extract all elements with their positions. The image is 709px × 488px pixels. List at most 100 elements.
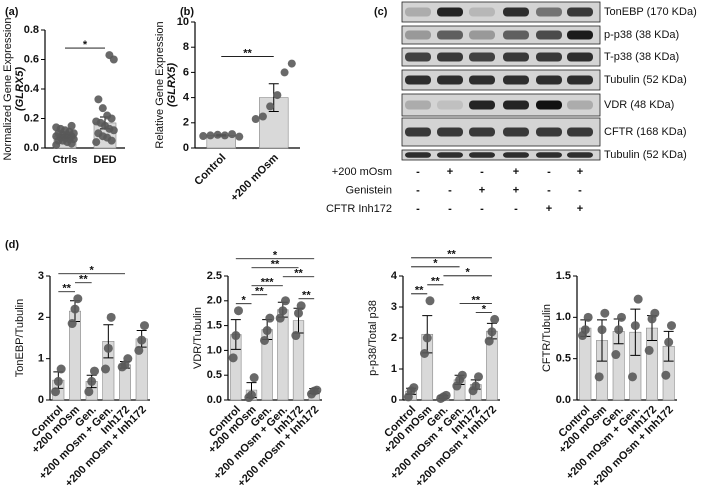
data-point <box>664 337 674 347</box>
treatment-sign: + <box>513 166 519 178</box>
treatment-sign: - <box>416 184 420 196</box>
y-tick-label: 2.5 <box>207 270 222 282</box>
data-point <box>213 130 222 139</box>
x-tick-label: DED <box>93 154 116 166</box>
x-tick-label: +200 mOsm <box>229 152 282 205</box>
significance-label: ** <box>79 274 88 286</box>
data-point <box>661 370 671 380</box>
y-tick-label: 0.5 <box>207 369 222 381</box>
blot-band <box>469 127 495 137</box>
blot-band <box>567 75 593 85</box>
y-tick-label: 0 <box>38 394 44 406</box>
data-point <box>140 321 149 331</box>
significance-label: ** <box>271 259 280 271</box>
y-tick-label: 1.0 <box>207 344 222 356</box>
data-point <box>291 331 301 341</box>
data-point <box>473 372 483 382</box>
blot-band <box>567 127 593 137</box>
significance-label: * <box>83 39 88 51</box>
blot-band <box>567 152 593 158</box>
protein-label: T-p38 (38 KDa) <box>604 51 679 63</box>
data-point <box>630 321 640 331</box>
significance-label: * <box>433 258 438 270</box>
data-point <box>580 325 590 335</box>
data-point <box>611 350 621 360</box>
blot-band <box>405 7 431 17</box>
treatment-sign: + <box>546 203 552 215</box>
data-point <box>233 306 243 316</box>
data-point <box>101 364 110 374</box>
y-axis-label: Relative Gene Expression <box>154 21 166 148</box>
blot-band <box>405 30 431 40</box>
protein-label: p-p38 (38 KDa) <box>604 29 679 41</box>
data-point <box>312 385 322 395</box>
data-point <box>220 131 229 140</box>
y-tick-label: 2.0 <box>207 295 222 307</box>
blot-band <box>469 30 495 40</box>
y-axis-label-gene: (GLRX5) <box>14 67 26 111</box>
blot-band <box>536 75 562 85</box>
data-point <box>487 327 497 337</box>
blot-band <box>503 100 529 110</box>
data-point <box>228 353 238 363</box>
y-tick-label: 0.8 <box>24 24 39 36</box>
y-tick-label: 0.0 <box>556 394 571 406</box>
blot-band <box>503 7 529 17</box>
y-axis-label: TonEBP/Tubulin <box>14 299 26 377</box>
y-axis-label: Normalized Gene Expression <box>2 17 14 160</box>
data-point <box>56 364 66 374</box>
data-point <box>409 383 419 393</box>
y-tick-label: 0 <box>183 142 189 154</box>
data-point <box>490 314 500 324</box>
data-point <box>206 131 215 140</box>
y-tick-label: 1.5 <box>207 320 222 332</box>
data-point <box>420 349 430 358</box>
treatment-sign: - <box>416 203 420 215</box>
data-point <box>137 335 147 345</box>
significance-label: *** <box>261 277 275 289</box>
data-point <box>134 345 144 355</box>
y-tick-label: 8 <box>183 41 189 53</box>
significance-label: ** <box>302 290 311 302</box>
data-point <box>235 132 244 141</box>
blot-strip <box>401 93 601 117</box>
blot-band <box>405 127 431 137</box>
panel-label: (d) <box>5 239 19 251</box>
treatment-sign: + <box>513 184 519 196</box>
data-point <box>633 294 643 304</box>
data-point <box>258 112 267 121</box>
data-point <box>98 104 107 113</box>
blot-band <box>567 100 593 110</box>
chart-panel: (a) 0.0 0.2 0.4 0.6 0.8 Normalized Gene Expres… <box>2 6 125 166</box>
blot-band <box>567 7 593 17</box>
treatment-sign: - <box>416 166 420 178</box>
western-blot: (c) TonEBP (170 KDa) p-p38 (38 KDa) T-p38 (… <box>326 1 697 215</box>
data-point <box>262 326 272 336</box>
blot-band <box>503 152 529 158</box>
blot-band <box>437 30 463 40</box>
panel-label: (b) <box>180 6 194 18</box>
panel-label: (c) <box>374 6 388 18</box>
data-point <box>583 312 593 322</box>
significance-label: ** <box>243 47 252 59</box>
blot-band <box>536 30 562 40</box>
protein-label: VDR (48 KDa) <box>604 99 674 111</box>
protein-label: TonEBP (170 KDa) <box>604 6 697 18</box>
treatment-label: +200 mOsm <box>332 166 392 178</box>
data-point <box>650 308 660 318</box>
significance-label: ** <box>431 276 440 288</box>
data-point <box>597 325 607 335</box>
blot-band <box>437 75 463 85</box>
data-point <box>123 354 133 364</box>
blot-band <box>536 100 562 110</box>
data-point <box>87 376 97 386</box>
data-point <box>667 321 676 331</box>
y-tick-label: 0.6 <box>24 53 39 65</box>
significance-label: ** <box>62 283 71 295</box>
data-point <box>265 313 275 323</box>
data-point <box>92 117 101 126</box>
treatment-sign: + <box>447 166 453 178</box>
blot-band <box>405 52 431 62</box>
